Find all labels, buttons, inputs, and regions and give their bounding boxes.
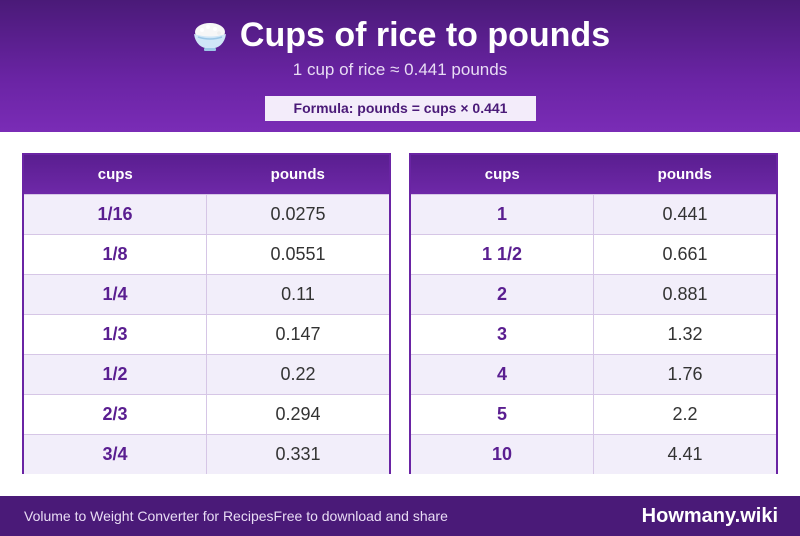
cups-cell: 1/3 [24,315,207,354]
table-header: cups pounds [24,155,389,194]
footer: Volume to Weight Converter for RecipesFr… [0,496,800,536]
page-subtitle: 1 cup of rice ≈ 0.441 pounds [292,60,508,79]
table-row: 1/16 0.0275 [24,194,389,234]
rice-bowl-icon [193,23,226,51]
pounds-cell: 0.147 [275,324,321,344]
table-body: 1 0.441 1 1/2 0.661 2 0.881 3 1.32 4 1.7… [411,194,776,474]
pounds-cell: 0.661 [662,244,708,264]
column-header-cups: cups [484,166,520,183]
pounds-cell: 1.32 [667,324,703,344]
footer-tagline: Volume to Weight Converter for Recipes [24,508,274,524]
pounds-cell: 0.0551 [270,244,326,264]
pounds-cell: 0.331 [275,444,321,464]
table-row: 3 1.32 [411,314,776,354]
cups-cell: 3 [411,315,594,354]
cups-cell: 2 [411,275,594,314]
table-row: 4 1.76 [411,354,776,394]
cups-cell: 4 [411,355,594,394]
table-row: 2/3 0.294 [24,394,389,434]
column-header-pounds: pounds [657,166,712,183]
table-row: 1/4 0.11 [24,274,389,314]
title-row: Cups of rice to pounds [0,14,800,56]
cups-cell: 2/3 [24,395,207,434]
cups-cell: 3/4 [24,435,207,474]
pounds-cell: 0.0275 [270,204,326,224]
cups-cell: 5 [411,395,594,434]
cups-cell: 1/8 [24,235,207,274]
formula-badge: Formula: pounds = cups × 0.441 [265,96,536,121]
cups-cell: 1/2 [24,355,207,394]
table-row: 2 0.881 [411,274,776,314]
pounds-cell: 0.294 [275,404,321,424]
table-row: 5 2.2 [411,394,776,434]
table-row: 1/8 0.0551 [24,234,389,274]
cups-cell: 1/4 [24,275,207,314]
pounds-cell: 1.76 [667,364,703,384]
column-header-pounds: pounds [270,166,325,183]
table-body: 1/16 0.0275 1/8 0.0551 1/4 0.11 1/3 0.14… [24,194,389,474]
header: Cups of rice to pounds 1 cup of rice ≈ 0… [0,0,800,132]
cups-cell: 10 [411,435,594,474]
pounds-cell: 0.11 [281,284,315,304]
cups-cell: 1/16 [24,195,207,234]
footer-text: Volume to Weight Converter for RecipesFr… [24,496,448,536]
table-row: 1/3 0.147 [24,314,389,354]
column-header-cups: cups [97,166,133,183]
pounds-cell: 0.441 [662,204,708,224]
table-row: 1 0.441 [411,194,776,234]
table-row: 3/4 0.331 [24,434,389,474]
table-row: 1 1/2 0.661 [411,234,776,274]
pounds-cell: 2.2 [672,404,698,424]
conversion-table-left: cups pounds 1/16 0.0275 1/8 0.0551 1/4 0… [22,153,391,474]
brand-logo-text[interactable]: Howmany.wiki [641,505,778,527]
pounds-cell: 0.881 [662,284,708,304]
footer-share-note: Free to download and share [273,508,448,524]
pounds-cell: 0.22 [280,364,316,384]
table-row: 10 4.41 [411,434,776,474]
table-header: cups pounds [411,155,776,194]
page-title: Cups of rice to pounds [239,15,611,54]
conversion-table-right: cups pounds 1 0.441 1 1/2 0.661 2 0.881 … [409,153,778,474]
table-row: 1/2 0.22 [24,354,389,394]
pounds-cell: 4.41 [667,444,703,464]
cups-cell: 1 1/2 [411,235,594,274]
cups-cell: 1 [411,195,594,234]
